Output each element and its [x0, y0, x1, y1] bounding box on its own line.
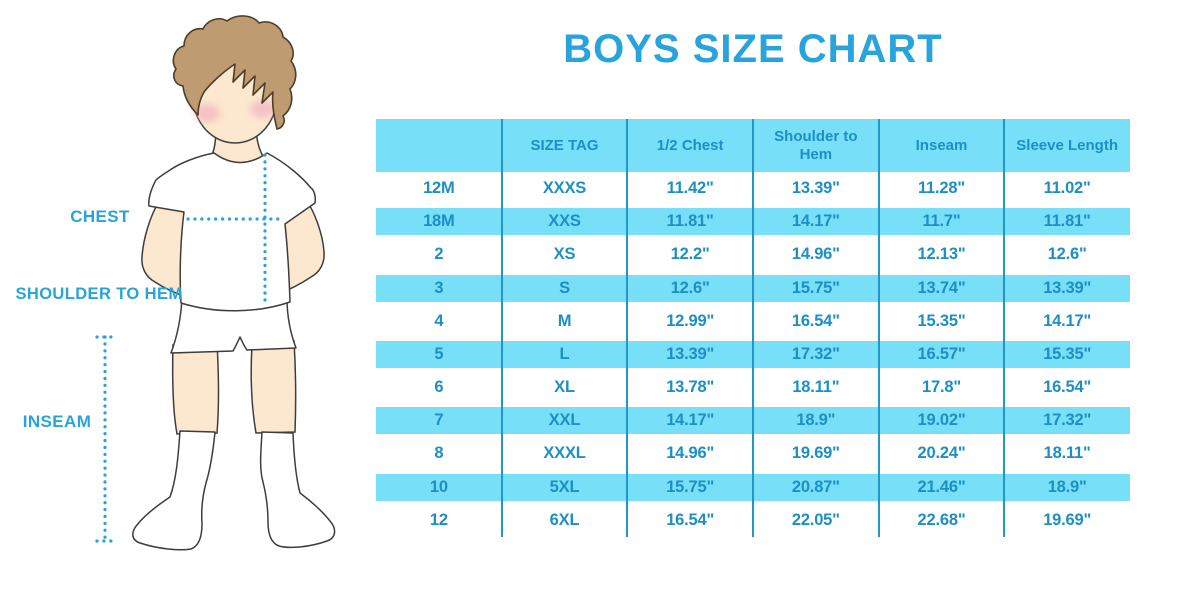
table-cell: 3 — [434, 278, 444, 297]
inseam-label: INSEAM — [22, 412, 92, 431]
table-header-cell: 1/2 Chest — [656, 136, 724, 154]
table-cell: 12.6" — [670, 278, 710, 297]
shoulder-to-hem-label: SHOULDER TO HEM — [15, 285, 183, 303]
table-cell: L — [559, 344, 570, 363]
table-cell: 14.17" — [666, 411, 715, 430]
table-row: 2 XS 12.2" 14.96" 12.13" 12.6" — [376, 238, 1130, 271]
table-cell: XXS — [548, 212, 581, 231]
table-cell: 12M — [423, 179, 455, 198]
left-cheek — [194, 104, 220, 122]
table-cell: 16.54" — [791, 311, 840, 330]
boy-measurement-diagram: CHEST SHOULDER TO HEM INSEAM — [0, 0, 380, 600]
table-cell: 13.39" — [1043, 278, 1092, 297]
table-cell: 18M — [423, 212, 455, 231]
table-cell: 5 — [434, 344, 444, 363]
table-cell: 19.69" — [1043, 510, 1092, 529]
table-cell: 15.35" — [1043, 344, 1092, 363]
table-cell: 17.8" — [922, 378, 961, 397]
left-sock — [132, 430, 216, 551]
table-cell: 13.39" — [791, 179, 840, 198]
table-cell: 16.57" — [917, 344, 966, 363]
table-cell: 19.02" — [917, 411, 966, 430]
boy-illustration — [95, 15, 336, 551]
right-leg — [250, 340, 297, 434]
table-cell: 6XL — [549, 510, 580, 529]
table-cell: 6 — [434, 378, 444, 397]
table-cell: 2 — [434, 245, 444, 264]
left-leg — [171, 342, 220, 435]
table-cell: 22.68" — [917, 510, 966, 529]
tshirt — [148, 152, 316, 312]
table-header-cell: Inseam — [915, 136, 968, 154]
table-cell: XXXL — [543, 444, 586, 463]
table-cell: 11.28" — [917, 179, 965, 198]
table-cell: 20.24" — [917, 444, 966, 463]
table-cell: 16.54" — [666, 510, 715, 529]
page-title: BOYS SIZE CHART — [563, 27, 943, 71]
table-cell: XL — [554, 378, 575, 397]
table-row: 8 XXXL 14.96" 19.69" 20.24" 18.11" — [376, 437, 1130, 470]
table-cell: 10 — [429, 477, 448, 496]
table-cell: 8 — [434, 444, 444, 463]
column-divider — [877, 119, 880, 537]
table-cell: 15.75" — [666, 477, 715, 496]
table-cell: 11.02" — [1043, 179, 1091, 198]
table-cell: 16.54" — [1043, 378, 1092, 397]
table-cell: 13.74" — [917, 278, 966, 297]
table-cell: 22.05" — [791, 510, 840, 529]
table-cell: 11.81" — [666, 212, 714, 231]
table-cell: 12.2" — [670, 245, 710, 264]
table-cell: 17.32" — [791, 344, 840, 363]
table-cell: 18.11" — [1043, 444, 1091, 463]
column-divider — [752, 119, 754, 537]
table-cell: 11.42" — [666, 179, 714, 198]
table-row: 4 M 12.99" 16.54" 15.35" 14.17" — [376, 305, 1130, 338]
table-cell: M — [557, 311, 572, 330]
table-row: 12 6XL 16.54" 22.05" 22.68" 19.69" — [376, 504, 1130, 537]
size-table: SIZE TAG 1/2 Chest Shoulder to Hem Insea… — [376, 119, 1130, 537]
table-cell: 4 — [434, 311, 444, 330]
hair — [172, 15, 297, 130]
right-cheek — [250, 100, 276, 118]
table-cell: 13.78" — [666, 378, 715, 397]
table-cell: 15.75" — [791, 278, 840, 297]
column-divider — [626, 119, 629, 537]
table-cell: 11.7" — [922, 212, 961, 231]
table-cell: 15.35" — [917, 311, 966, 330]
table-cell: 21.46" — [917, 477, 966, 496]
column-divider — [500, 119, 503, 537]
table-cell: 17.32" — [1043, 411, 1092, 430]
column-divider — [1003, 119, 1006, 537]
table-cell: 12.6" — [1047, 245, 1087, 264]
table-row: 6 XL 13.78" 18.11" 17.8" 16.54" — [376, 371, 1130, 404]
chest-label: CHEST — [70, 207, 130, 226]
table-header-cell: Shoulder to Hem — [774, 127, 858, 163]
table-cell: 14.17" — [1043, 311, 1092, 330]
table-cell: XXXS — [542, 179, 587, 198]
table-row: 12M XXXS 11.42" 13.39" 11.28" 11.02" — [376, 172, 1130, 205]
table-cell: 20.87" — [791, 477, 840, 496]
table-cell: 14.17" — [791, 212, 840, 231]
table-cell: 11.81" — [1043, 212, 1091, 231]
table-cell: 18.9" — [1047, 477, 1087, 496]
table-cell: 12.13" — [917, 245, 966, 264]
table-header-cell: SIZE TAG — [530, 136, 599, 154]
table-cell: S — [559, 278, 570, 297]
table-cell: 14.96" — [791, 245, 840, 264]
table-header-cell: Sleeve Length — [1016, 136, 1118, 154]
table-cell: 18.9" — [796, 411, 836, 430]
table-cell: 12.99" — [666, 311, 715, 330]
table-cell: 19.69" — [791, 444, 840, 463]
table-cell: 14.96" — [666, 444, 715, 463]
table-cell: 13.39" — [666, 344, 715, 363]
table-cell: 5XL — [549, 477, 580, 496]
table-cell: XS — [553, 245, 576, 264]
table-cell: XXL — [548, 411, 581, 430]
table-cell: 18.11" — [792, 378, 840, 397]
table-cell: 7 — [434, 411, 444, 430]
table-cell: 12 — [429, 510, 448, 529]
right-sock — [259, 431, 336, 549]
